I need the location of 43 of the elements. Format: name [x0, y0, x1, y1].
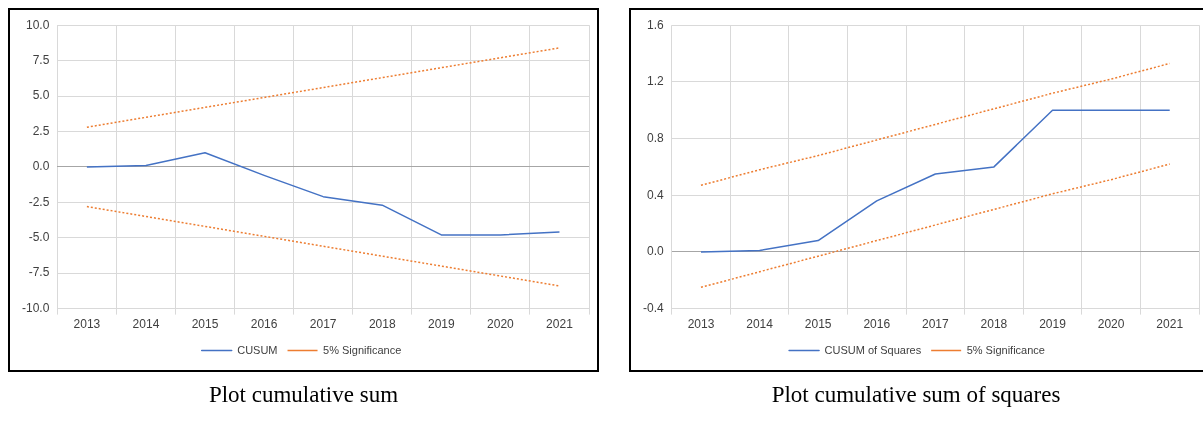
x-tick-label: 2014	[132, 317, 160, 332]
x-tick-label: 2014	[746, 317, 774, 332]
x-tick-label: 2013	[687, 317, 715, 332]
y-tick-label: -7.5	[28, 265, 50, 280]
legend-label: 5% Significance	[966, 343, 1045, 356]
y-tick-label: -2.5	[28, 194, 50, 209]
x-tick-label: 2020	[487, 317, 515, 332]
text: Plot cumulative sum	[207, 382, 400, 408]
x-tick-label: 2015	[804, 317, 832, 332]
y-tick-label: 1.2	[646, 74, 664, 89]
x-tick-label: 2017	[309, 317, 337, 332]
y-tick-label: -5.0	[28, 230, 50, 245]
x-tick-label: 2015	[191, 317, 219, 332]
x-tick-label: 2020	[1097, 317, 1125, 332]
y-tick-label: -10.0	[21, 300, 50, 315]
y-tick-label: -0.4	[642, 300, 664, 315]
line-series	[700, 163, 1171, 289]
x-tick-label: 2017	[921, 317, 950, 332]
x-tick-label: 2018	[980, 317, 1008, 332]
y-tick-label: 0.0	[646, 244, 664, 259]
y-tick-label: 2.5	[32, 123, 50, 138]
x-tick-label: 2016	[863, 317, 891, 332]
x-tick-label: 2021	[546, 317, 574, 332]
x-tick-label: 2019	[1039, 317, 1067, 332]
y-tick-label: 5.0	[32, 88, 50, 103]
y-tick-label: 10.0	[25, 17, 50, 32]
line-series	[86, 205, 561, 287]
x-tick-label: 2016	[250, 317, 278, 332]
x-tick-label: 2013	[73, 317, 101, 332]
text: Plot cumulative sum of squares	[770, 382, 1062, 408]
y-tick-label: 7.5	[32, 52, 50, 67]
legend-label: CUSUM of Squares	[824, 343, 922, 356]
x-tick-label: 2019	[427, 317, 455, 332]
line-series	[700, 62, 1171, 187]
legend-label: CUSUM	[237, 343, 278, 356]
y-tick-label: 0.0	[32, 159, 50, 174]
x-tick-label: 2018	[368, 317, 396, 332]
x-tick-label: 2021	[1156, 317, 1184, 332]
y-tick-label: 1.6	[646, 17, 664, 32]
y-tick-label: 0.8	[646, 130, 664, 145]
line-series	[86, 47, 561, 128]
y-tick-label: 0.4	[646, 187, 664, 202]
legend-label: 5% Significance	[323, 343, 402, 356]
